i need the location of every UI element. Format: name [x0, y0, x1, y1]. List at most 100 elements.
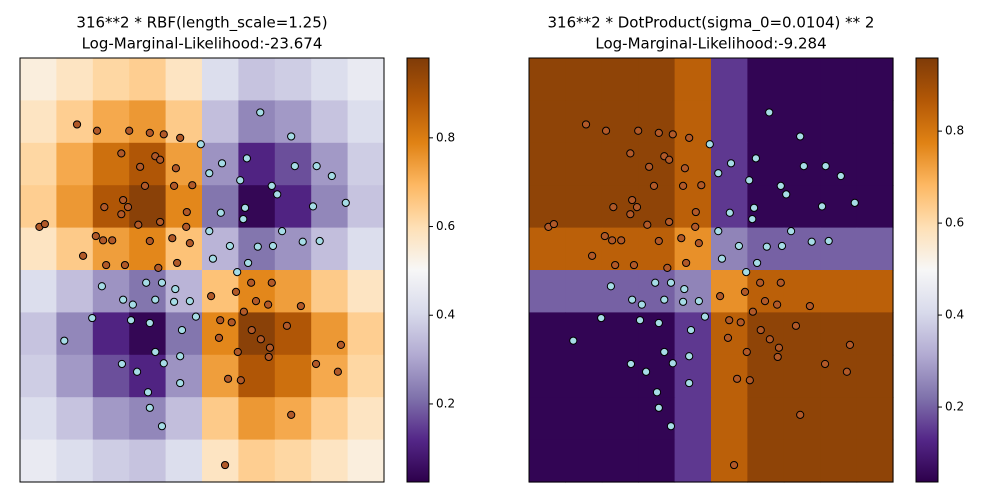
- data-point: [736, 318, 745, 327]
- data-point: [678, 297, 688, 306]
- data-point: [227, 318, 236, 327]
- data-point: [725, 208, 734, 217]
- data-point: [188, 181, 197, 190]
- data-point: [136, 162, 145, 171]
- heatmap-cell: [601, 58, 639, 101]
- heatmap-cell: [165, 270, 203, 313]
- heatmap-cell: [92, 100, 130, 144]
- heatmap-cell: [711, 439, 748, 483]
- data-point: [244, 258, 253, 268]
- data-point: [102, 260, 111, 270]
- data-point: [287, 132, 296, 141]
- data-point: [236, 376, 245, 385]
- heatmap-cell: [711, 354, 748, 398]
- data-point: [233, 268, 242, 277]
- plot-frame: [19, 57, 385, 483]
- heatmap-cell: [747, 439, 785, 483]
- heatmap-cell: [783, 270, 821, 313]
- data-point: [685, 378, 694, 388]
- data-point: [239, 215, 248, 224]
- data-point: [312, 162, 321, 171]
- data-point: [247, 278, 256, 287]
- data-point: [225, 241, 235, 251]
- data-point: [117, 359, 127, 369]
- data-point: [268, 241, 278, 251]
- heatmap-cell: [165, 58, 203, 101]
- data-point: [176, 378, 185, 388]
- heatmap-cell: [529, 58, 566, 101]
- data-point: [807, 237, 816, 246]
- heatmap-cell: [529, 142, 566, 186]
- data-point: [173, 258, 182, 268]
- data-point: [142, 278, 151, 287]
- heatmap-cell: [165, 227, 203, 271]
- data-point: [817, 202, 827, 211]
- heatmap-cell: [92, 142, 130, 186]
- data-point: [151, 347, 160, 357]
- data-point: [336, 340, 346, 350]
- data-point: [776, 181, 785, 191]
- heatmap-cell: [565, 185, 603, 229]
- data-point: [264, 352, 273, 362]
- data-point: [159, 359, 168, 368]
- data-point: [220, 460, 230, 470]
- data-point: [176, 133, 185, 142]
- heatmap-cell: [311, 227, 349, 271]
- data-point: [177, 325, 187, 335]
- data-point: [290, 162, 299, 171]
- heatmap-cell: [783, 354, 821, 398]
- data-point: [821, 162, 830, 171]
- data-point: [256, 108, 265, 117]
- data-point: [745, 176, 754, 185]
- data-point: [748, 215, 757, 224]
- heatmap-cell: [856, 185, 894, 229]
- data-point: [333, 367, 342, 376]
- heatmap-cell: [347, 354, 385, 398]
- data-point: [196, 140, 205, 149]
- heatmap-cell: [783, 185, 821, 229]
- heatmap-cell: [92, 312, 130, 356]
- data-point: [549, 219, 558, 229]
- heatmap-cell: [56, 142, 94, 186]
- heatmap-cell: [274, 185, 312, 229]
- data-point: [185, 296, 194, 306]
- heatmap-cell: [311, 100, 349, 144]
- heatmap-cell: [238, 354, 276, 398]
- heatmap-cell: [129, 397, 167, 441]
- heatmap-cell: [529, 354, 566, 398]
- data-point: [805, 301, 814, 311]
- data-point: [100, 203, 109, 212]
- heatmap-cell: [347, 142, 385, 186]
- data-point: [660, 295, 669, 304]
- data-point: [119, 195, 128, 205]
- heatmap-cell: [92, 270, 130, 313]
- data-point: [694, 239, 703, 248]
- data-point: [78, 251, 88, 260]
- heatmap-cell: [674, 439, 712, 483]
- data-point: [820, 359, 830, 369]
- heatmap-cell: [311, 58, 349, 101]
- data-point: [207, 292, 216, 301]
- heatmap-cell: [565, 270, 603, 313]
- data-point: [169, 297, 179, 306]
- data-point: [651, 278, 660, 287]
- heatmap-cell: [674, 270, 712, 313]
- heatmap-cell: [783, 58, 821, 101]
- colorbar: [915, 57, 939, 483]
- data-point: [742, 268, 751, 277]
- data-point: [157, 422, 167, 431]
- data-point: [762, 242, 771, 251]
- data-point: [247, 325, 256, 335]
- heatmap-cell: [274, 58, 312, 101]
- heatmap-cell: [311, 185, 349, 229]
- data-point: [742, 347, 751, 357]
- data-point: [273, 190, 282, 199]
- data-point: [120, 260, 130, 270]
- heatmap-cell: [820, 58, 858, 101]
- heatmap-cell: [56, 397, 94, 441]
- data-point: [734, 241, 744, 251]
- heatmap-cell: [747, 100, 785, 144]
- heatmap-cell: [274, 270, 312, 313]
- heatmap-cell: [747, 354, 785, 398]
